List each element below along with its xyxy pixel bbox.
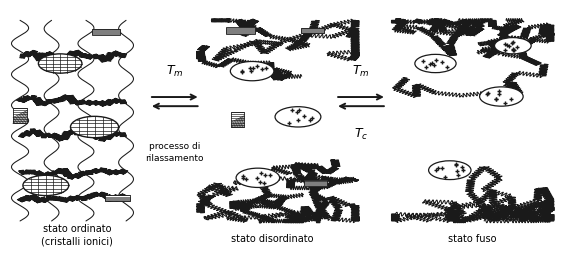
Polygon shape [231,112,244,127]
Text: processo di
rilassamento: processo di rilassamento [146,142,204,163]
Circle shape [23,175,69,196]
Circle shape [236,168,280,187]
Text: $T_m$: $T_m$ [352,64,370,79]
Circle shape [70,116,119,138]
Text: $T_m$: $T_m$ [166,64,183,79]
Polygon shape [304,180,327,186]
Circle shape [415,54,456,73]
Polygon shape [92,29,120,35]
Text: stato ordinato
(cristalli ionici): stato ordinato (cristalli ionici) [41,224,113,246]
Circle shape [230,61,274,81]
Text: stato disordinato: stato disordinato [231,234,313,244]
Circle shape [38,54,82,73]
Circle shape [429,161,471,180]
Circle shape [494,38,531,54]
Text: $T_c$: $T_c$ [354,127,368,142]
Polygon shape [226,27,255,34]
Text: stato fuso: stato fuso [449,234,497,244]
Circle shape [480,87,523,106]
Circle shape [275,107,321,127]
Polygon shape [13,108,28,123]
Polygon shape [105,195,131,201]
Polygon shape [301,28,324,33]
